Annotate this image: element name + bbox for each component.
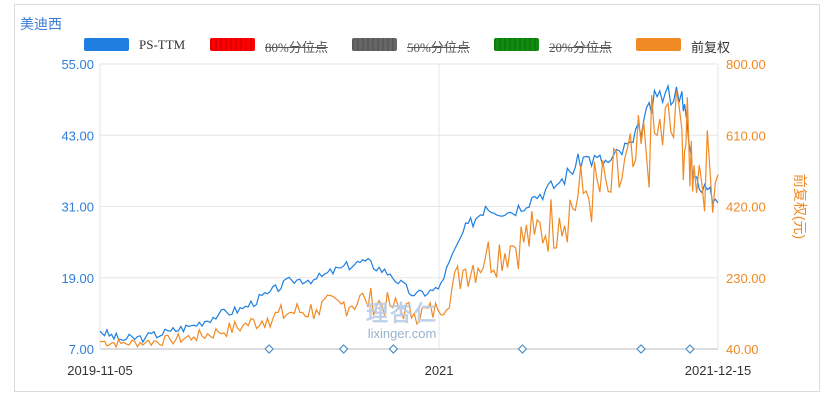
legend-swatch xyxy=(210,38,255,51)
watermark-logo: 理杏仁 xyxy=(366,301,439,326)
watermark: 理杏仁 lixinger.com xyxy=(366,296,438,341)
y-right-tick-label: 40.00 xyxy=(726,342,759,357)
y-right-tick-label: 800.00 xyxy=(726,57,766,72)
x-tick-label: 2019-11-05 xyxy=(67,363,133,378)
watermark-url: lixinger.com xyxy=(367,326,437,341)
chart-title: 美迪西 xyxy=(20,16,62,32)
x-tick-label: 2021 xyxy=(425,363,454,378)
legend-label: 50%分位点 xyxy=(407,40,470,55)
event-marker xyxy=(264,344,274,354)
y-left-tick-label: 19.00 xyxy=(61,271,94,286)
series-line-price xyxy=(99,90,719,349)
y-left-tick-label: 55.00 xyxy=(61,57,94,72)
event-marker xyxy=(517,344,528,354)
x-tick-label: 2021-12-15 xyxy=(685,363,752,378)
chart-frame xyxy=(14,4,820,392)
y-right-tick-label: 230.00 xyxy=(726,271,766,286)
legend-swatch xyxy=(494,38,539,51)
legend-label: 80%分位点 xyxy=(265,40,328,55)
legend-label: PS-TTM xyxy=(139,37,186,52)
event-markers xyxy=(264,344,695,354)
y-right-tick-label: 610.00 xyxy=(726,128,766,143)
series-line-ps-ttm xyxy=(99,83,719,344)
event-marker xyxy=(636,344,646,354)
y-left-tick-label: 7.00 xyxy=(69,342,94,357)
event-marker xyxy=(685,344,695,354)
series-ps-ttm xyxy=(99,83,719,344)
series-price xyxy=(99,90,719,349)
grid xyxy=(99,63,719,350)
event-marker xyxy=(338,344,349,354)
legend-swatch xyxy=(352,38,397,51)
y-right-tick-label: 420.00 xyxy=(726,200,766,215)
legend-label: 20%分位点 xyxy=(549,40,612,55)
axes: 7.00 19.00 31.00 43.00 55.00 40.00 230.00 420.0… xyxy=(61,57,808,378)
y-left-tick-label: 31.00 xyxy=(61,200,94,215)
legend-swatch xyxy=(636,38,681,51)
y-right-axis-title: 前复权(元) xyxy=(792,174,808,239)
legend-swatch xyxy=(84,38,129,51)
y-left-tick-label: 43.00 xyxy=(61,128,94,143)
legend-label: 前复权 xyxy=(691,40,731,55)
event-marker xyxy=(388,344,399,354)
